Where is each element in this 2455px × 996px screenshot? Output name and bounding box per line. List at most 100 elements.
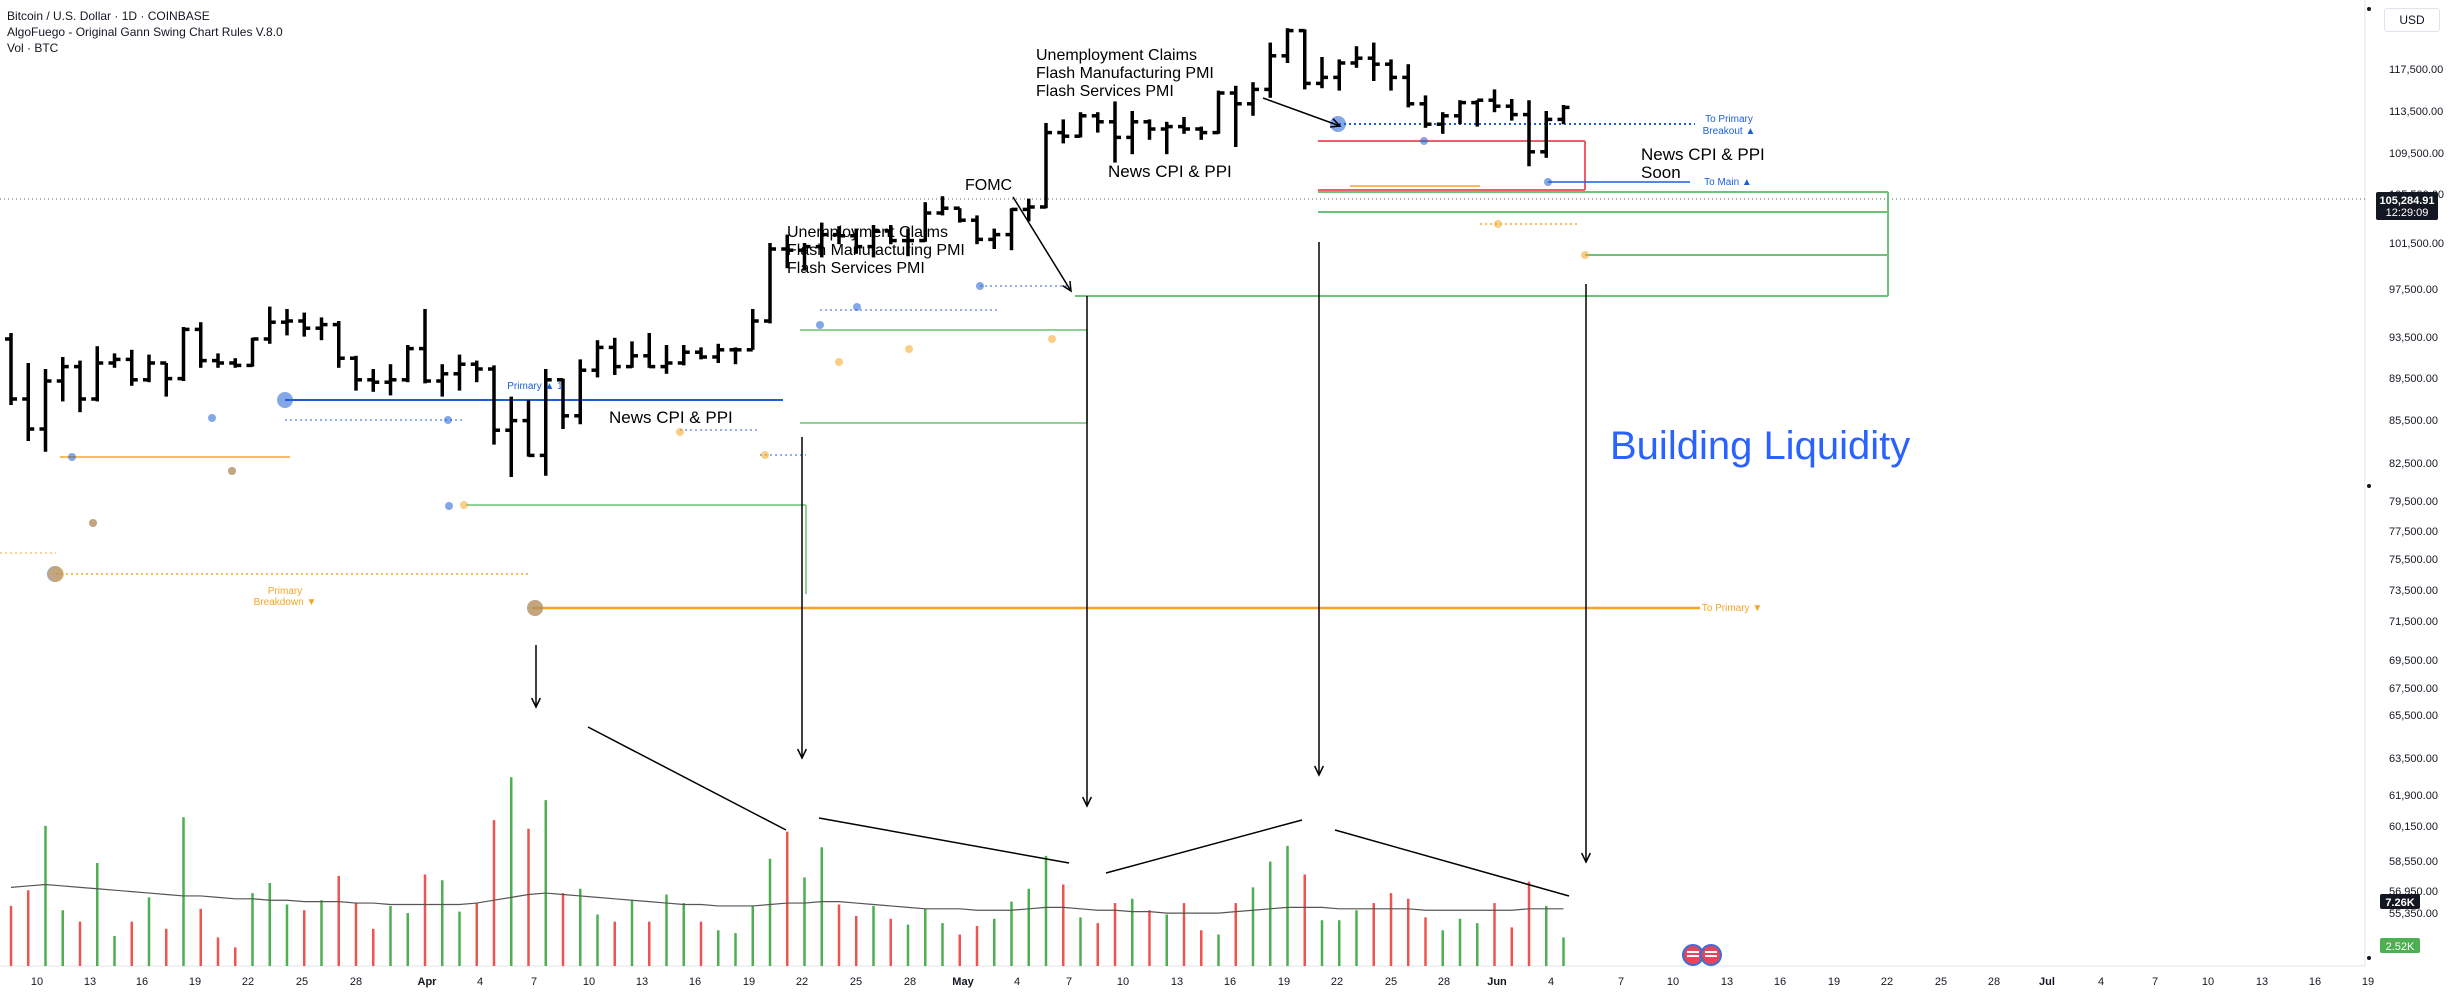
ohlc-bar [1298,28,1311,90]
ohlc-bar [798,243,811,271]
ohlc-bar [850,228,863,254]
ohlc-bar [22,363,35,441]
ohlc-bar [160,361,173,397]
ohlc-bar [902,228,914,257]
news-soon-label: News CPI & PPI [1641,145,1765,164]
ohlc-bar [764,243,776,324]
price-tick-label: 89,500.00 [2389,373,2438,385]
indicator-title[interactable]: AlgoFuego - Original Gann Swing Chart Ru… [7,25,283,39]
ohlc-bar [1247,82,1259,116]
ohlc-bar [781,234,794,269]
arrow-head [1329,118,1342,128]
flag-icon[interactable] [1682,944,1704,966]
ohlc-bar [74,360,86,413]
ohlc-bar [263,306,276,344]
ohlc-bar [436,364,449,397]
to-primary-down-label: To Primary ▼ [1702,603,1762,614]
price-tick-label: 55,350.00 [2389,908,2438,920]
ohlc-bar [177,327,190,381]
arrow-head [796,748,808,760]
currency-button[interactable]: USD [2384,8,2440,32]
swing-low-point [761,451,769,459]
to-main-label: To Main ▲ [1704,177,1752,188]
volume-ma-line [10,883,1564,914]
ohlc-bar [677,345,690,366]
ohlc-bar [39,369,52,452]
date-tick-label: 28 [904,976,916,988]
ohlc-bar [1557,105,1570,125]
date-tick-label: 28 [1988,976,2000,988]
swing-low-point [1494,220,1502,228]
date-tick-label: 10 [31,976,43,988]
ohlc-bar [574,359,587,425]
fomc-label: FOMC [965,177,1012,194]
ohlc-bars [5,28,1570,477]
volume-pane [9,777,1565,966]
ohlc-bar [401,345,414,383]
price-tick-label: 109,500.00 [2389,148,2444,160]
date-tick-label: 19 [743,976,755,988]
price-tick-label: 69,500.00 [2389,655,2438,667]
date-tick-label: 25 [296,976,308,988]
primary-breakdown-label: Breakdown ▼ [254,597,317,608]
date-tick-label: 10 [1117,976,1129,988]
date-tick-label: 28 [350,976,362,988]
ohlc-bar [1367,42,1380,81]
swing-overlay [0,116,2365,616]
price-tick-label: 60,150.00 [2389,821,2438,833]
ohlc-bar [660,345,673,374]
ohlc-bar [470,360,483,383]
swing-low-point [48,566,64,582]
volume-title[interactable]: Vol · BTC [7,41,59,55]
ohlc-bar [971,215,983,245]
ohlc-bar [91,346,104,402]
swing-high-point [1544,178,1552,186]
date-tick-label: 16 [2309,976,2321,988]
ohlc-bar [332,321,345,368]
axis-marker [2367,484,2371,488]
ohlc-bar [1212,90,1225,135]
ohlc-bar [384,364,397,396]
arrow-head [1081,796,1093,808]
date-tick-label: 10 [1667,976,1679,988]
news-soon-label: Soon [1641,163,1681,182]
ohlc-bar [56,357,69,402]
price-tick-label: 77,500.00 [2389,526,2438,538]
price-badge-countdown: 12:29:09 [2386,207,2429,219]
swing-high-point [68,453,76,461]
ohlc-bar [1074,112,1087,138]
unemployment-claims-label: Flash Manufacturing PMI [1036,65,1214,82]
swing-low-point [460,501,468,509]
price-tick-label: 79,500.00 [2389,496,2438,508]
volume-ma-badge [2380,894,2420,909]
ohlc-bar [350,355,362,391]
unemployment-claims-label: Flash Services PMI [787,260,925,277]
date-tick-label: 13 [1721,976,1733,988]
date-tick-label: 4 [2098,976,2104,988]
swing-low-point [905,345,913,353]
date-tick-label: 22 [796,976,808,988]
volume-trend-line [587,726,787,831]
ohlc-bar [1143,119,1156,140]
unemployment-claims-label: Unemployment Claims [1036,47,1197,64]
date-tick-label: 4 [1014,976,1020,988]
news-pointer [1262,97,1341,127]
ohlc-bar [1540,111,1553,158]
swing-high-point [853,303,861,311]
ohlc-bar [1126,111,1139,155]
swing-low-point [89,519,97,527]
ohlc-bar [591,340,604,378]
ohlc-bar [1264,42,1277,98]
date-tick-label: 19 [1828,976,1840,988]
ohlc-bar [1471,98,1484,127]
unemployment-claims-label: Flash Manufacturing PMI [787,242,965,259]
ohlc-bar [867,225,880,258]
date-tick-label: 10 [583,976,595,988]
unemployment-claims-label: Flash Services PMI [1036,83,1174,100]
symbol-title[interactable]: Bitcoin / U.S. Dollar · 1D · COINBASE [7,9,210,23]
flag-icon[interactable] [1700,944,1722,966]
volume-trend-line [1334,829,1570,897]
